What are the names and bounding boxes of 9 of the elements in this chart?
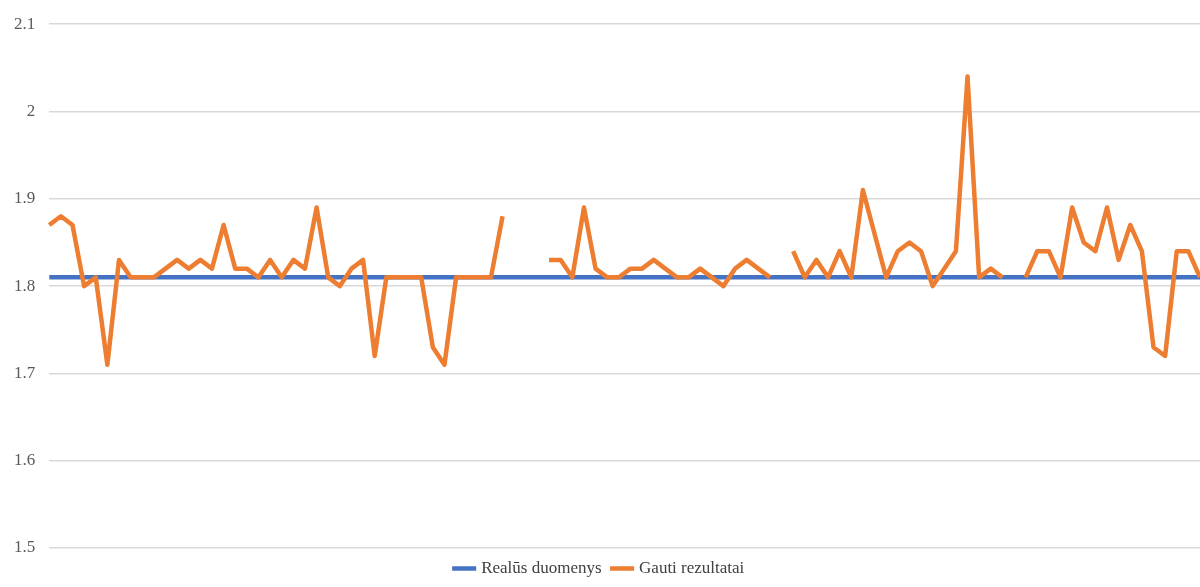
legend-label: Realūs duomenys <box>481 557 602 577</box>
y-tick-label: 1.5 <box>14 537 36 557</box>
y-tick-label: 2 <box>26 100 36 120</box>
y-tick-label: 1.8 <box>14 275 36 295</box>
y-tick-label: 1.6 <box>14 450 36 470</box>
y-tick-label: 2.1 <box>14 13 36 33</box>
legend-label: Gauti rezultatai <box>639 557 745 577</box>
y-tick-label: 1.9 <box>14 188 36 208</box>
y-tick-label: 1.7 <box>14 362 36 382</box>
